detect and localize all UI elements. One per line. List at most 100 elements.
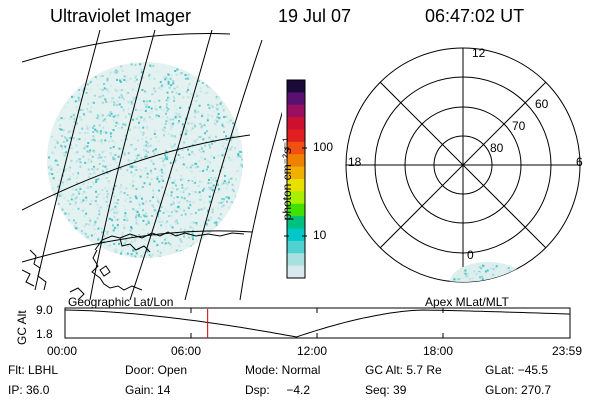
speckle xyxy=(153,209,156,212)
speckle xyxy=(89,153,92,156)
speckle xyxy=(236,156,239,159)
speckle xyxy=(194,109,197,112)
speckle xyxy=(142,100,145,103)
speckle xyxy=(208,200,211,203)
speckle xyxy=(109,147,112,150)
speckle xyxy=(102,126,105,129)
speckle xyxy=(104,149,107,152)
speckle xyxy=(209,86,212,89)
alt-xtick-2359: 23:59 xyxy=(552,344,583,358)
alt-xtick-1200: 12:00 xyxy=(297,344,328,358)
speckle xyxy=(134,195,137,198)
speckle xyxy=(228,158,231,160)
speckle xyxy=(154,108,157,111)
speckle xyxy=(172,118,175,121)
speckle xyxy=(144,149,147,152)
speckle xyxy=(198,191,201,194)
speckle xyxy=(200,156,203,159)
speckle xyxy=(185,130,188,132)
speckle xyxy=(197,192,200,195)
speckle xyxy=(73,199,76,202)
speckle xyxy=(152,238,154,241)
speckle xyxy=(169,176,172,179)
speckle xyxy=(144,157,147,160)
speckle xyxy=(175,249,178,252)
speckle xyxy=(191,232,194,235)
speckle xyxy=(94,233,97,236)
speckle xyxy=(193,96,195,99)
speckle xyxy=(125,75,128,78)
speckle xyxy=(123,224,125,227)
speckle xyxy=(193,176,196,179)
speckle xyxy=(89,173,92,175)
speckle xyxy=(199,87,202,90)
speckle xyxy=(64,105,67,108)
speckle xyxy=(100,227,103,230)
speckle xyxy=(153,77,156,80)
speckle xyxy=(92,224,95,227)
speckle xyxy=(492,268,495,271)
speckle xyxy=(234,147,237,150)
speckle xyxy=(229,119,232,122)
speckle xyxy=(150,138,152,140)
speckle xyxy=(102,119,105,122)
speckle xyxy=(227,121,230,124)
speckle xyxy=(112,119,115,122)
speckle xyxy=(206,91,209,94)
speckle xyxy=(79,116,81,119)
speckle xyxy=(120,250,123,253)
speckle xyxy=(164,208,167,210)
speckle xyxy=(156,178,159,180)
speckle xyxy=(151,253,154,256)
speckle xyxy=(86,236,89,239)
speckle xyxy=(143,144,145,147)
speckle xyxy=(149,200,152,202)
speckle xyxy=(86,127,89,130)
speckle xyxy=(95,178,98,181)
speckle xyxy=(202,150,205,153)
speckle xyxy=(143,252,146,254)
speckle xyxy=(110,134,113,137)
speckle xyxy=(165,99,168,102)
speckle xyxy=(165,225,168,228)
speckle xyxy=(161,184,164,187)
speckle xyxy=(83,190,86,193)
speckle xyxy=(114,141,116,144)
speckle xyxy=(72,137,75,140)
speckle xyxy=(120,184,123,187)
speckle xyxy=(118,96,121,99)
colorbar-band xyxy=(287,179,305,192)
speckle xyxy=(187,179,190,182)
speckle xyxy=(141,138,144,141)
speckle xyxy=(96,130,99,133)
speckle xyxy=(104,165,107,168)
speckle xyxy=(91,168,94,171)
speckle xyxy=(464,272,467,275)
speckle xyxy=(145,144,148,147)
speckle xyxy=(144,110,147,112)
speckle xyxy=(127,244,130,247)
speckle xyxy=(454,278,457,281)
speckle xyxy=(72,173,75,176)
speckle xyxy=(98,124,101,127)
speckle xyxy=(181,184,184,186)
speckle xyxy=(207,163,210,166)
speckle xyxy=(172,200,175,203)
speckle xyxy=(191,179,194,182)
speckle xyxy=(96,217,99,220)
speckle xyxy=(222,153,225,156)
speckle xyxy=(111,219,114,222)
speckle xyxy=(110,153,113,156)
speckle xyxy=(74,225,77,228)
speckle xyxy=(130,145,133,147)
speckle xyxy=(92,183,95,185)
speckle xyxy=(138,157,141,160)
speckle xyxy=(61,193,64,196)
speckle xyxy=(467,273,470,276)
speckle xyxy=(98,118,101,121)
speckle xyxy=(175,112,178,115)
speckle xyxy=(200,126,203,129)
speckle xyxy=(64,145,67,148)
speckle xyxy=(222,108,225,111)
speckle xyxy=(130,100,133,103)
